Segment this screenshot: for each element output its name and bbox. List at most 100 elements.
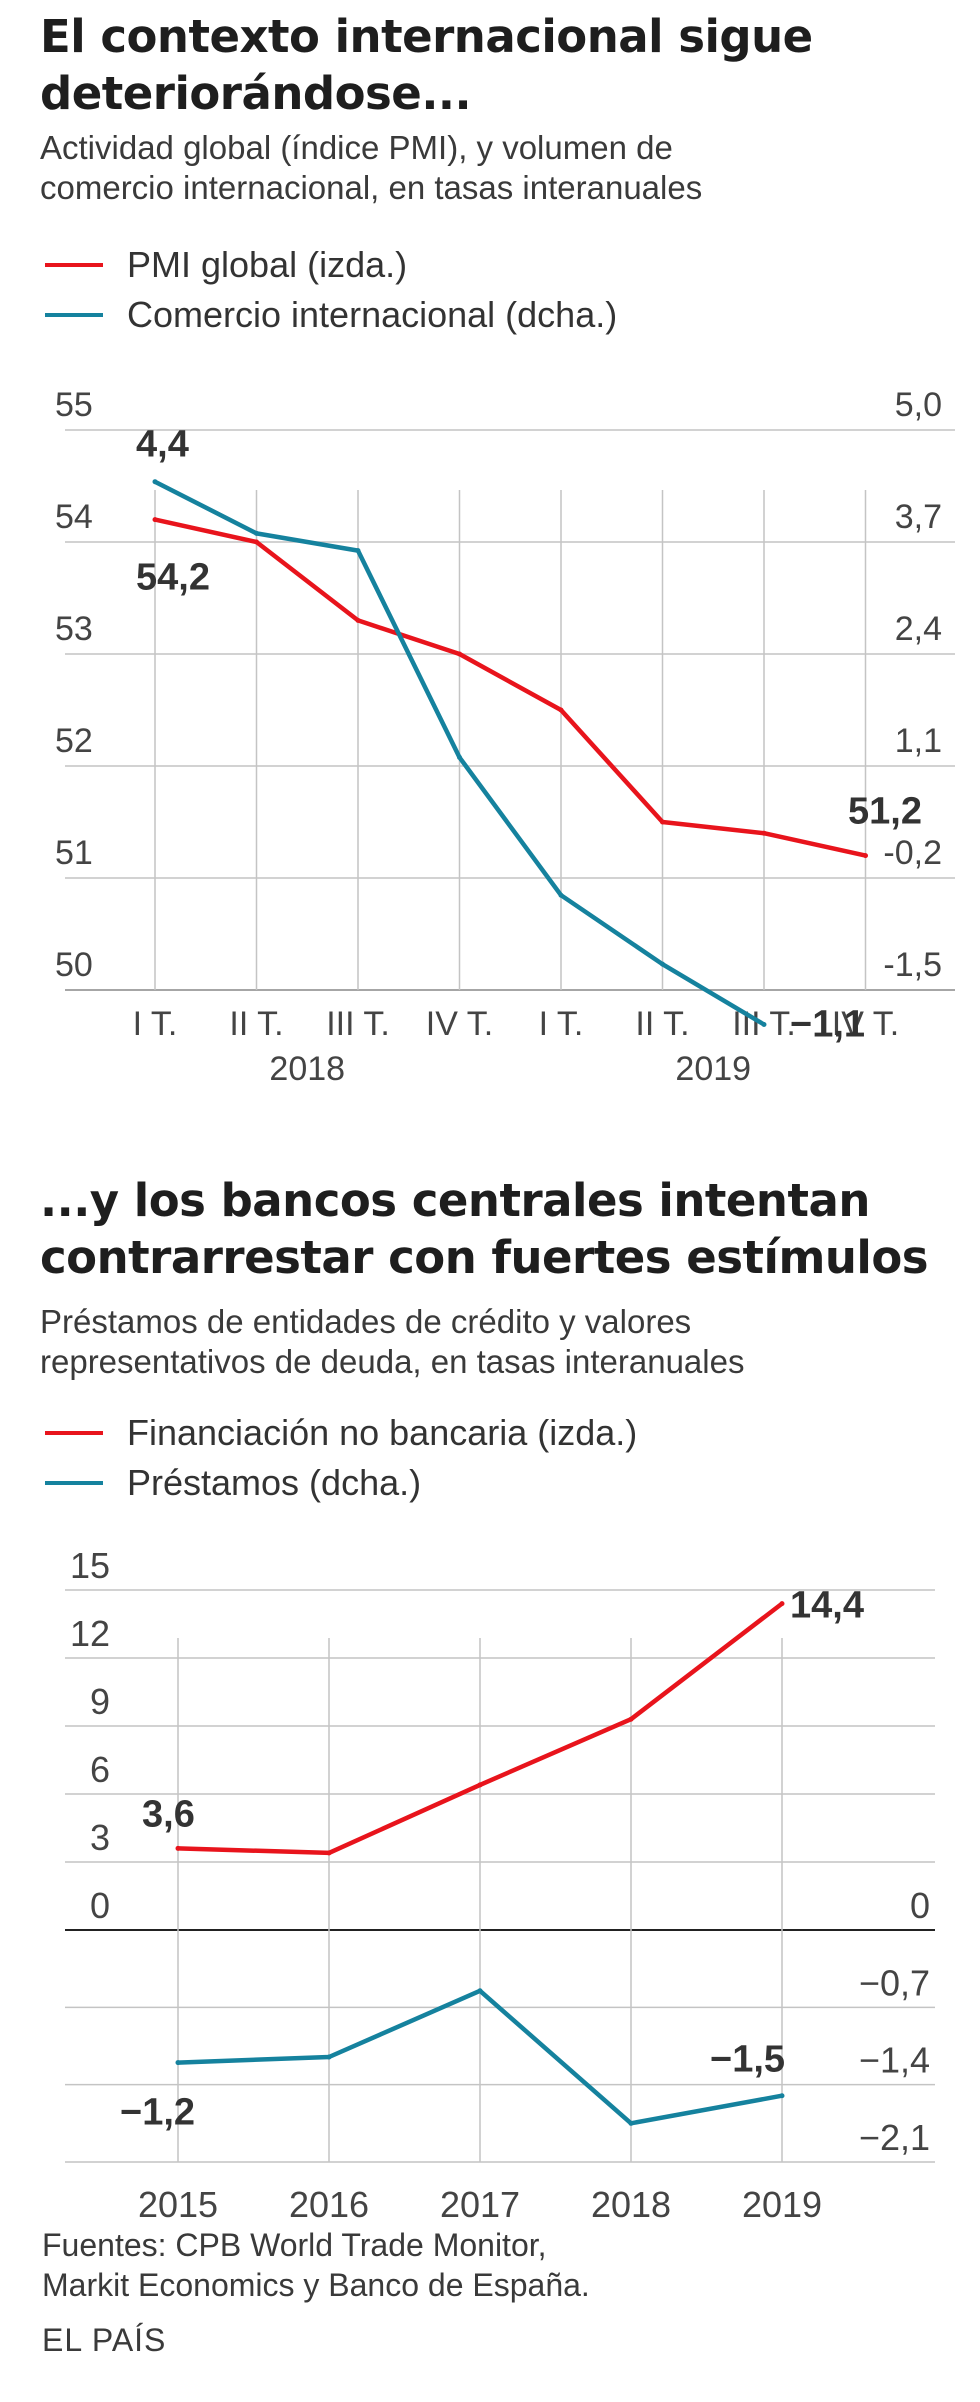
data-label: 14,4 (790, 1585, 864, 1627)
chart2-title-line2: contrarrestar con fuertes estímulos (40, 1231, 929, 1284)
y-tick-right-label: -0,2 (883, 834, 942, 872)
x-tick-label: II T. (229, 1005, 283, 1043)
data-point (477, 1782, 483, 1788)
y-tick-right-label: 0 (910, 1885, 930, 1926)
y-tick-right-label: 2,4 (895, 610, 942, 648)
legend-label: PMI global (izda.) (127, 244, 408, 285)
data-point (457, 651, 462, 657)
chart1-subtitle-line2: comercio internacional, en tasas interan… (40, 169, 703, 206)
data-point (326, 1850, 332, 1856)
chart2-title-line1: ...y los bancos centrales intentan (40, 1174, 870, 1227)
legend-swatch-red (45, 263, 103, 267)
year-label: 2018 (269, 1050, 345, 1088)
x-tick-label: IV T. (832, 1005, 899, 1043)
legend-swatch-blue (45, 1481, 103, 1485)
data-point (660, 819, 665, 825)
data-point (477, 1988, 483, 1994)
chart2-subtitle: Préstamos de entidades de crédito y valo… (40, 1302, 960, 1382)
source-line1: Fuentes: CPB World Trade Monitor, (42, 2227, 547, 2263)
data-point (628, 2120, 634, 2126)
legend-item-comercio: Comercio internacional (dcha.) (45, 290, 617, 340)
y-tick-left-label: 9 (90, 1681, 110, 1722)
data-label: 3,6 (142, 1793, 195, 1835)
data-point (660, 961, 665, 967)
chart2-legend: Financiación no bancaria (izda.) Préstam… (45, 1408, 637, 1508)
data-label: 4,4 (136, 424, 189, 466)
y-tick-left-label: 51 (55, 834, 93, 872)
y-tick-right-label: −2,1 (859, 2117, 930, 2158)
data-point (152, 517, 158, 523)
y-tick-left-label: 50 (55, 946, 93, 984)
data-point (779, 1601, 785, 1607)
data-point (152, 479, 158, 485)
source-line2: Markit Economics y Banco de España. (42, 2267, 590, 2303)
data-point (355, 617, 361, 623)
data-point (761, 1021, 767, 1027)
data-label: 54,2 (136, 557, 210, 599)
data-label: 51,2 (848, 791, 922, 833)
x-tick-label: II T. (635, 1005, 689, 1043)
x-tick-label: 2018 (591, 2184, 671, 2220)
legend-swatch-red (45, 1431, 103, 1435)
chart2-plot: 15 12 9 6 3 0 0 −0,7 −1,4 −2,1 2015 2016 2017 2018 201… (65, 1545, 935, 2220)
y-tick-right-label: 5,0 (895, 386, 942, 424)
data-point (326, 2054, 332, 2060)
legend-label: Comercio internacional (dcha.) (127, 294, 618, 335)
chart1-title: El contexto internacional sigue deterior… (40, 8, 960, 122)
x-tick-label: 2017 (440, 2184, 520, 2220)
y-tick-right-label: 1,1 (895, 722, 942, 760)
data-point (175, 2060, 181, 2066)
year-label: 2019 (675, 1050, 751, 1088)
chart2-subtitle-line1: Préstamos de entidades de crédito y valo… (40, 1303, 692, 1340)
y-tick-left-label: 53 (55, 610, 93, 648)
y-tick-right-label: -1,5 (883, 946, 942, 984)
source-note: Fuentes: CPB World Trade Monitor, Markit… (42, 2225, 590, 2305)
y-tick-right-label: −1,4 (859, 2040, 930, 2081)
brand-logo: EL PAÍS (42, 2322, 167, 2358)
data-point (254, 539, 259, 545)
data-point (175, 1845, 181, 1851)
y-tick-left-label: 54 (55, 498, 93, 536)
chart1-title-line1: El contexto internacional sigue (40, 10, 813, 63)
y-tick-left-label: 3 (90, 1817, 110, 1858)
legend-label: Financiación no bancaria (izda.) (127, 1412, 638, 1453)
y-tick-left-label: 15 (70, 1545, 110, 1586)
x-tick-label: I T. (133, 1005, 178, 1043)
chart2-title: ...y los bancos centrales intentan contr… (40, 1172, 960, 1286)
data-point (863, 853, 868, 859)
legend-item-financiacion: Financiación no bancaria (izda.) (45, 1408, 637, 1458)
x-tick-label: 2015 (138, 2184, 218, 2220)
pmi-line (154, 517, 866, 858)
legend-label: Préstamos (dcha.) (127, 1462, 422, 1503)
y-tick-right-label: −0,7 (859, 1962, 930, 2003)
data-point (628, 1716, 634, 1722)
x-tick-label: IV T. (426, 1005, 493, 1043)
y-tick-left-label: 12 (70, 1613, 110, 1654)
data-point (558, 892, 564, 898)
y-tick-right-label: 3,7 (895, 498, 942, 536)
data-point (779, 2093, 785, 2099)
chart1-plot: 55 5,0 54 3,7 53 2,4 52 1,1 51 -0,2 50 -1,5 I T. II T… (55, 386, 955, 1088)
chart1-subtitle: Actividad global (índice PMI), y volumen… (40, 128, 960, 208)
data-point (457, 754, 462, 760)
chart1-subtitle-line1: Actividad global (índice PMI), y volumen… (40, 129, 673, 166)
data-point (761, 830, 767, 836)
y-tick-left-label: 0 (90, 1885, 110, 1926)
legend-item-pmi: PMI global (izda.) (45, 240, 617, 290)
data-label: −1,1 (790, 1003, 865, 1045)
data-label: −1,5 (710, 2039, 785, 2081)
data-point (254, 530, 259, 536)
data-point (558, 707, 564, 713)
chart2-subtitle-line2: representativos de deuda, en tasas inter… (40, 1343, 745, 1380)
y-tick-left-label: 52 (55, 722, 93, 760)
y-tick-left-label: 6 (90, 1749, 110, 1790)
chart1-title-line2: deteriorándose... (40, 67, 472, 120)
chart1-legend: PMI global (izda.) Comercio internaciona… (45, 240, 617, 340)
x-tick-label: I T. (539, 1005, 584, 1043)
legend-item-prestamos: Préstamos (dcha.) (45, 1458, 637, 1508)
data-label: −1,2 (120, 2092, 195, 2134)
y-tick-left-label: 55 (55, 386, 93, 424)
x-tick-label: 2016 (289, 2184, 369, 2220)
data-point (355, 548, 361, 554)
legend-swatch-blue (45, 313, 103, 317)
